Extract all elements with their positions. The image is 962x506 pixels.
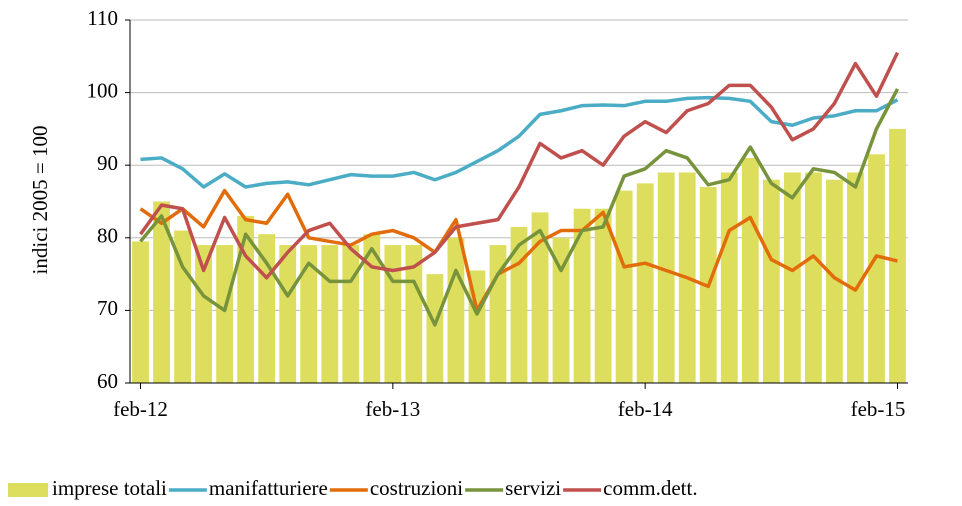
line bbox=[140, 95, 899, 189]
y-tick-label: 70 bbox=[97, 296, 118, 320]
bar bbox=[195, 245, 213, 383]
bar bbox=[720, 172, 738, 383]
bar bbox=[279, 245, 297, 383]
bar bbox=[174, 230, 191, 383]
bar bbox=[405, 245, 423, 383]
y-axis-title: indici 2005 = 100 bbox=[28, 126, 52, 275]
y-tick-label: 110 bbox=[87, 6, 118, 30]
x-tick-label: feb-13 bbox=[365, 397, 420, 421]
bar bbox=[363, 234, 381, 383]
line bbox=[139, 188, 898, 313]
y-tick-label: 90 bbox=[97, 151, 118, 175]
bar bbox=[300, 245, 318, 383]
line bbox=[139, 88, 900, 327]
legend-label: comm.dett. bbox=[603, 476, 697, 500]
bar bbox=[636, 183, 654, 383]
bar bbox=[321, 245, 339, 383]
bar bbox=[868, 154, 885, 383]
bar bbox=[426, 274, 444, 383]
legend-swatch bbox=[8, 483, 48, 497]
bar bbox=[342, 245, 360, 383]
x-tick-label: feb-15 bbox=[851, 397, 906, 421]
legend-label: manifatturiere bbox=[209, 476, 328, 500]
bar bbox=[741, 157, 759, 383]
bar bbox=[804, 172, 822, 383]
bar bbox=[216, 245, 234, 383]
bar bbox=[447, 237, 465, 383]
bar bbox=[153, 201, 170, 383]
bar bbox=[762, 179, 780, 383]
bar bbox=[783, 172, 801, 383]
line bbox=[139, 51, 900, 280]
x-tick-label: feb-14 bbox=[618, 397, 673, 421]
y-tick-label: 80 bbox=[97, 224, 118, 248]
legend-label: costruzioni bbox=[370, 476, 463, 500]
bar bbox=[889, 128, 906, 383]
bar bbox=[237, 216, 255, 383]
bar bbox=[847, 172, 864, 383]
bar bbox=[552, 237, 570, 383]
y-tick-label: 60 bbox=[97, 369, 118, 393]
bar bbox=[132, 241, 149, 383]
y-tick-label: 100 bbox=[87, 78, 119, 102]
x-tick-label: feb-12 bbox=[113, 397, 168, 421]
legend-label: imprese totali bbox=[52, 476, 167, 500]
bar bbox=[573, 208, 591, 383]
bar bbox=[657, 172, 675, 383]
bar bbox=[615, 190, 633, 383]
bar bbox=[531, 212, 549, 383]
bar bbox=[825, 179, 843, 383]
legend-label: servizi bbox=[505, 476, 561, 500]
bar bbox=[594, 208, 612, 383]
bar bbox=[384, 245, 402, 383]
